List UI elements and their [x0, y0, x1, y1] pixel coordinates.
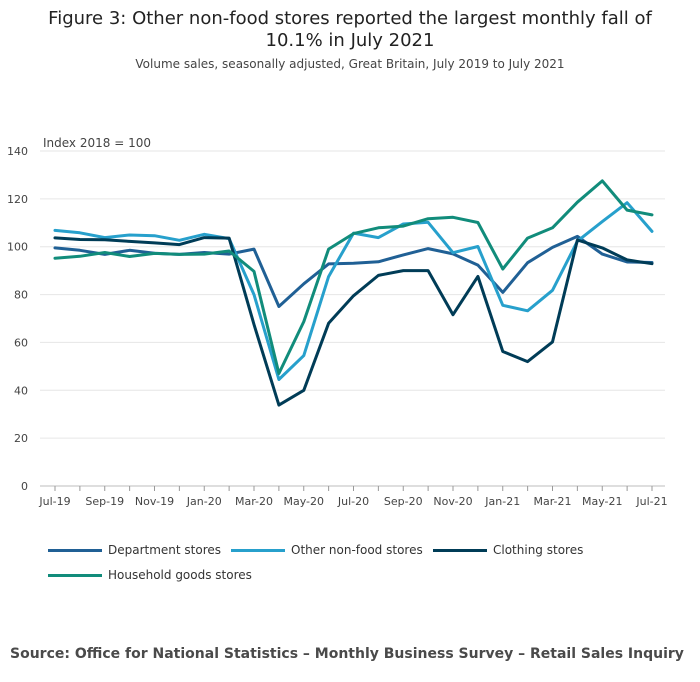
legend-label: Department stores — [108, 543, 222, 557]
legend-swatch — [48, 548, 102, 552]
legend-item-household-goods-stores[interactable]: Household goods stores — [48, 568, 252, 582]
y-tick-label: 20 — [14, 432, 28, 445]
x-tick-label: Jul-21 — [635, 495, 667, 508]
y-axis-label: Index 2018 = 100 — [43, 136, 151, 150]
series-line-household-goods-stores[interactable] — [53, 179, 654, 375]
legend-swatch — [433, 548, 487, 552]
series-layer — [53, 179, 654, 407]
x-tick-label: Sep-19 — [85, 495, 124, 508]
x-tick-label: May-20 — [283, 495, 324, 508]
y-tick-label: 140 — [7, 145, 28, 158]
x-tick-label: Jul-19 — [38, 495, 70, 508]
legend-item-department-stores[interactable]: Department stores — [48, 543, 221, 557]
y-tick-label: 80 — [14, 289, 28, 302]
x-tick-label: Nov-20 — [433, 495, 472, 508]
x-tick-label: Mar-20 — [235, 495, 273, 508]
legend-label: Clothing stores — [493, 543, 584, 557]
line-chart: 0 20 40 60 80 100 120 140 Jul-19 Sep-19 Nov-19 Jan-… — [7, 136, 668, 508]
x-tick-label: Jan-20 — [186, 495, 222, 508]
x-tick-label: Jul-20 — [337, 495, 369, 508]
x-tick-label: Mar-21 — [533, 495, 571, 508]
chart-title: Figure 3: Other non-food stores reported… — [48, 8, 652, 51]
grid-layer: 0 20 40 60 80 100 120 140 Jul-19 Sep-19 Nov-19 Jan-… — [7, 145, 668, 508]
legend-label: Other non-food stores — [291, 543, 423, 557]
series-line-other-non-food-stores[interactable] — [53, 201, 654, 381]
y-tick-label: 0 — [21, 480, 28, 493]
legend-swatch — [231, 548, 285, 552]
x-tick-label: Jan-21 — [484, 495, 520, 508]
legend-label: Household goods stores — [108, 568, 252, 582]
y-tick-label: 120 — [7, 193, 28, 206]
chart-subtitle: Volume sales, seasonally adjusted, Great… — [135, 57, 565, 71]
y-tick-label: 40 — [14, 384, 28, 397]
legend-item-other-non-food-stores[interactable]: Other non-food stores — [231, 543, 423, 557]
legend-swatch — [48, 573, 102, 577]
y-tick-label: 60 — [14, 336, 28, 349]
x-tick-label: Sep-20 — [384, 495, 423, 508]
y-tick-label: 100 — [7, 241, 28, 254]
x-tick-label: May-21 — [582, 495, 623, 508]
series-line-clothing-stores[interactable] — [53, 236, 654, 407]
legend-item-clothing-stores[interactable]: Clothing stores — [433, 543, 583, 557]
source-note: Source: Office for National Statistics –… — [10, 646, 684, 662]
x-tick-label: Nov-19 — [135, 495, 174, 508]
